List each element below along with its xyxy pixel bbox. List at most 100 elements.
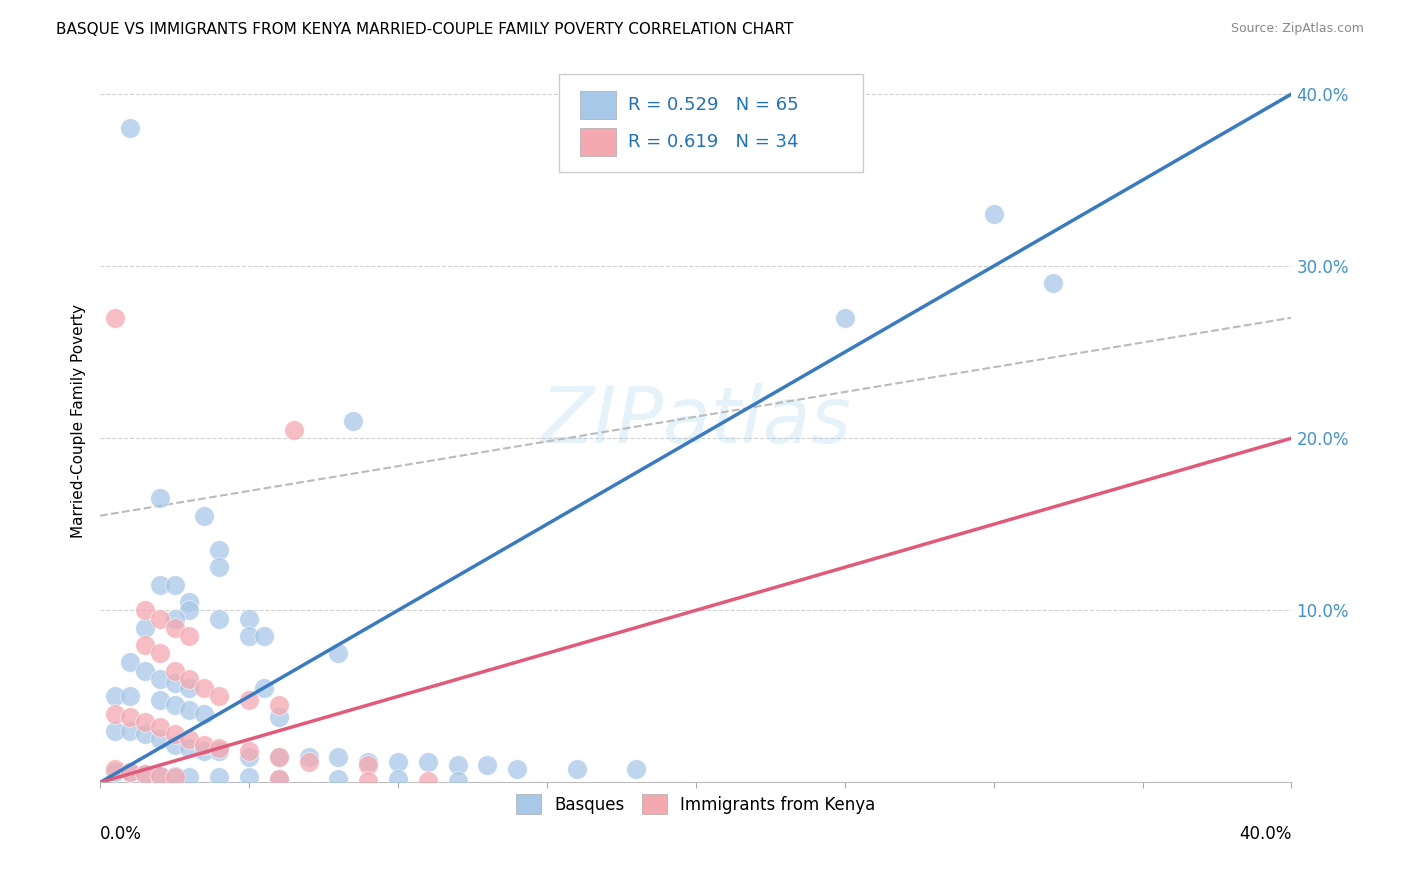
Point: [253, 681, 276, 695]
Point: [163, 738, 186, 752]
Point: [208, 560, 231, 574]
Point: [416, 755, 439, 769]
Point: [328, 749, 350, 764]
Point: [208, 543, 231, 558]
Point: [149, 732, 172, 747]
Point: [134, 603, 156, 617]
Point: [267, 749, 290, 764]
Text: BASQUE VS IMMIGRANTS FROM KENYA MARRIED-COUPLE FAMILY POVERTY CORRELATION CHART: BASQUE VS IMMIGRANTS FROM KENYA MARRIED-…: [56, 22, 793, 37]
Point: [238, 770, 260, 784]
Point: [208, 744, 231, 758]
Text: 0.0%: 0.0%: [100, 825, 142, 844]
Point: [163, 612, 186, 626]
Point: [149, 577, 172, 591]
Text: R = 0.619   N = 34: R = 0.619 N = 34: [628, 133, 799, 151]
Point: [149, 491, 172, 506]
Legend: Basques, Immigrants from Kenya: Basques, Immigrants from Kenya: [510, 788, 882, 822]
Point: [179, 741, 201, 756]
Point: [267, 772, 290, 786]
Point: [149, 768, 172, 782]
Text: R = 0.529   N = 65: R = 0.529 N = 65: [628, 96, 799, 114]
Point: [179, 629, 201, 643]
Point: [626, 762, 648, 776]
Point: [104, 690, 127, 704]
Point: [163, 675, 186, 690]
Text: 40.0%: 40.0%: [1239, 825, 1292, 844]
Point: [134, 621, 156, 635]
Point: [357, 755, 380, 769]
Point: [179, 732, 201, 747]
Point: [283, 423, 305, 437]
Point: [297, 749, 319, 764]
Point: [238, 744, 260, 758]
Point: [477, 758, 499, 772]
Point: [193, 681, 215, 695]
Point: [163, 577, 186, 591]
Point: [193, 508, 215, 523]
Point: [446, 773, 468, 788]
Point: [1042, 277, 1064, 291]
Point: [134, 767, 156, 781]
Bar: [581, 128, 616, 156]
Point: [267, 772, 290, 786]
Point: [506, 762, 529, 776]
Point: [565, 762, 588, 776]
Text: Source: ZipAtlas.com: Source: ZipAtlas.com: [1230, 22, 1364, 36]
Point: [163, 664, 186, 678]
Point: [238, 612, 260, 626]
Point: [193, 706, 215, 721]
Point: [149, 720, 172, 734]
Point: [163, 768, 186, 782]
Point: [328, 646, 350, 660]
Point: [357, 758, 380, 772]
Point: [208, 770, 231, 784]
Point: [163, 621, 186, 635]
Point: [118, 765, 141, 780]
Point: [193, 738, 215, 752]
Point: [238, 749, 260, 764]
Bar: [581, 91, 616, 119]
Point: [149, 693, 172, 707]
Point: [328, 772, 350, 786]
Point: [179, 603, 201, 617]
Point: [134, 727, 156, 741]
Point: [104, 762, 127, 776]
Point: [342, 414, 364, 428]
Point: [149, 646, 172, 660]
Point: [118, 710, 141, 724]
Point: [297, 755, 319, 769]
Point: [104, 310, 127, 325]
Point: [134, 664, 156, 678]
Point: [238, 693, 260, 707]
Point: [104, 723, 127, 738]
Point: [163, 727, 186, 741]
Point: [118, 655, 141, 669]
Point: [387, 755, 409, 769]
Point: [208, 612, 231, 626]
Point: [208, 741, 231, 756]
Point: [134, 638, 156, 652]
Point: [134, 715, 156, 730]
FancyBboxPatch shape: [558, 74, 862, 171]
Point: [983, 207, 1005, 221]
Point: [446, 758, 468, 772]
Point: [834, 310, 856, 325]
Point: [267, 710, 290, 724]
Point: [179, 681, 201, 695]
Point: [208, 690, 231, 704]
Point: [163, 698, 186, 712]
Point: [179, 672, 201, 686]
Point: [118, 690, 141, 704]
Point: [149, 768, 172, 782]
Point: [193, 744, 215, 758]
Point: [238, 629, 260, 643]
Point: [253, 629, 276, 643]
Point: [149, 672, 172, 686]
Point: [118, 723, 141, 738]
Point: [163, 770, 186, 784]
Point: [179, 703, 201, 717]
Point: [118, 121, 141, 136]
Point: [179, 770, 201, 784]
Point: [104, 706, 127, 721]
Point: [134, 767, 156, 781]
